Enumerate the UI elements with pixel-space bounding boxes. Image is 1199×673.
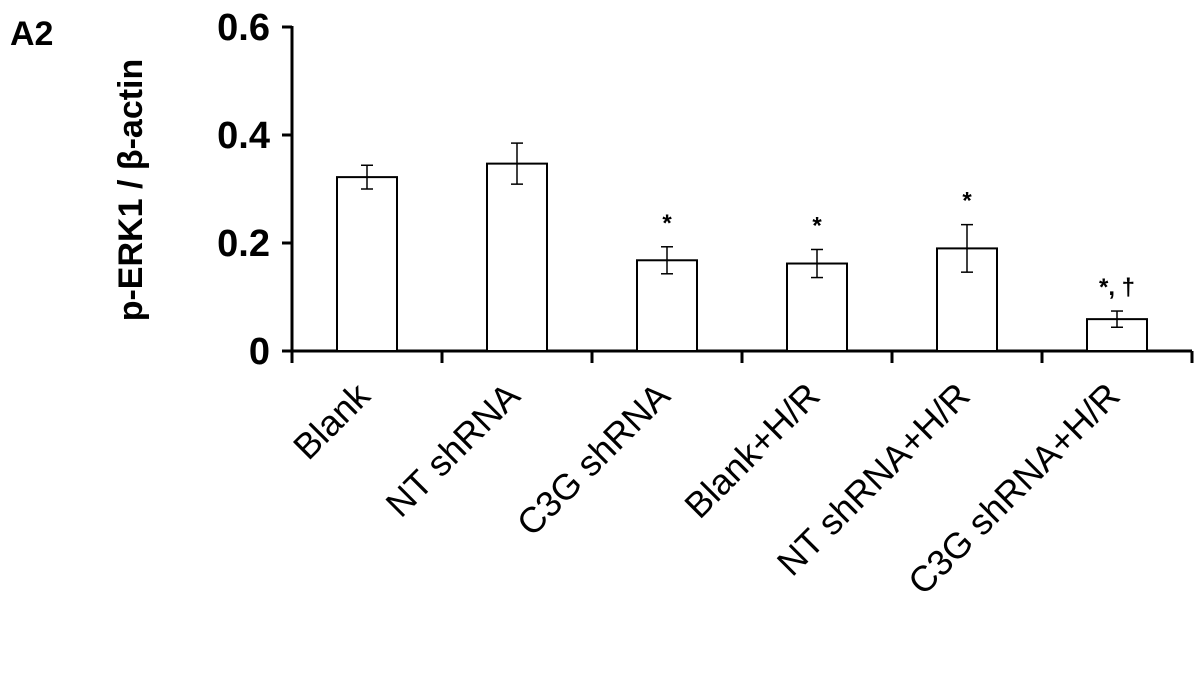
- x-axis: [290, 349, 1194, 363]
- x-tick-label: NT shRNA: [377, 375, 527, 525]
- x-tick-label: C3G shRNA: [509, 375, 678, 544]
- y-axis: 0 0.2 0.4 0.6: [217, 7, 294, 373]
- y-axis-label: p-ERK1 / β-actin: [112, 59, 150, 322]
- y-tick-label: 0.6: [217, 7, 270, 49]
- y-tick-label: 0.2: [217, 223, 270, 265]
- x-tick-label: Blank: [285, 374, 378, 467]
- panel-label: A2: [10, 15, 53, 53]
- y-tick-label: 0.4: [217, 115, 270, 157]
- significance-marker: *: [812, 212, 822, 239]
- x-tick-label: Blank+H/R: [676, 375, 827, 526]
- bar: [486, 162, 548, 352]
- significance-marker: *, †: [1099, 274, 1135, 301]
- bar: [336, 176, 398, 352]
- bars: * * * *, †: [336, 142, 1148, 353]
- significance-marker: *: [962, 188, 972, 215]
- y-tick-label: 0: [249, 331, 270, 373]
- significance-marker: *: [662, 210, 672, 237]
